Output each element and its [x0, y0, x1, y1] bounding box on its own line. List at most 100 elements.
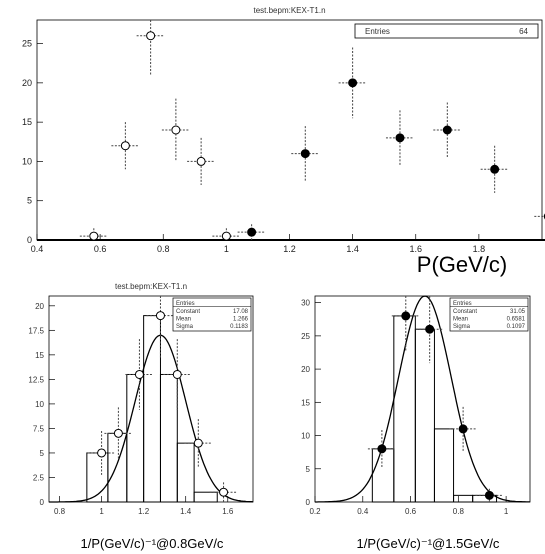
data-point — [442, 125, 452, 135]
histogram-bar — [414, 328, 435, 503]
x-tick-label: 1.2 — [283, 244, 296, 254]
x-tick-label: 0.2 — [309, 507, 321, 516]
stats-row-value: 0.6581 — [507, 317, 526, 323]
chart-title: test.bepm:KEX-T1.n — [253, 6, 325, 15]
data-point — [113, 428, 123, 438]
histogram-bar — [433, 428, 455, 503]
x-tick-label: 0.6 — [405, 507, 417, 516]
x-tick-label: 1.4 — [346, 244, 359, 254]
stats-row-label: Mean — [176, 317, 191, 323]
histogram-bar — [453, 494, 474, 503]
data-point — [193, 438, 203, 448]
y-tick-label: 5 — [40, 449, 45, 458]
x-tick-label: 0.6 — [94, 244, 107, 254]
stats-entries-value: 64 — [519, 27, 528, 36]
y-tick-label: 7.5 — [33, 424, 45, 433]
x-axis-label: 1/P(GeV/c)⁻¹@0.8GeV/c — [81, 536, 224, 551]
y-tick-label: 10 — [35, 400, 44, 409]
chart-panel-1: test.bepm:KEX-T1.n 0.4 0.6 0.8 1 1.2 1.4 1.6 1.8… — [22, 6, 545, 277]
stats-row-value: 31.05 — [510, 309, 526, 315]
x-tick-label: 1 — [224, 244, 229, 254]
data-point — [425, 324, 435, 334]
stats-row-label: Sigma — [453, 324, 471, 330]
y-tick-label: 10 — [22, 156, 32, 166]
data-point — [348, 78, 358, 88]
data-point — [490, 164, 500, 174]
x-tick-label: 0.4 — [357, 507, 369, 516]
x-tick-label: 1.2 — [138, 507, 150, 516]
data-point — [89, 231, 99, 241]
data-point — [401, 311, 411, 321]
y-tick-label: 2.5 — [33, 473, 45, 482]
y-tick-label: 25 — [301, 332, 310, 341]
y-tick-label: 17.5 — [28, 326, 44, 335]
stats-row-label: Sigma — [176, 324, 194, 330]
x-tick-label: 1.8 — [473, 244, 486, 254]
y-tick-label: 12.5 — [28, 375, 44, 384]
stats-entries-label: Entries — [365, 27, 390, 36]
stats-row-value: 0.1097 — [507, 324, 526, 330]
y-tick-label: 20 — [301, 365, 310, 374]
y-tick-label: 20 — [22, 78, 32, 88]
histogram-bar — [193, 491, 218, 503]
stats-row-label: Constant — [176, 309, 200, 315]
stats-box — [172, 297, 252, 332]
histogram-bar — [393, 315, 416, 503]
data-point — [120, 141, 130, 151]
data-point — [196, 156, 206, 166]
y-tick-label: 20 — [35, 302, 44, 311]
x-tick-label: 1.4 — [180, 507, 192, 516]
x-axis-label: 1/P(GeV/c)⁻¹@1.5GeV/c — [357, 536, 500, 551]
x-tick-label: 1 — [99, 507, 104, 516]
y-tick-label: 0 — [27, 235, 32, 245]
stats-box-title: Entries — [453, 301, 472, 307]
data-point — [458, 424, 468, 434]
x-tick-label: 0.4 — [31, 244, 44, 254]
x-axis-label: P(GeV/c) — [417, 252, 507, 277]
stats-row-value: 1.266 — [233, 317, 249, 323]
x-tick-label: 0.8 — [54, 507, 66, 516]
stats-row-value: 17.08 — [233, 309, 249, 315]
data-point — [484, 490, 494, 500]
chart-title: test.bepm:KEX-T1.n — [115, 282, 187, 291]
y-tick-label: 0 — [40, 498, 45, 507]
stats-box — [354, 23, 539, 39]
y-tick-label: 15 — [22, 117, 32, 127]
y-tick-label: 15 — [35, 351, 44, 360]
y-tick-label: 25 — [22, 39, 32, 49]
stats-row-label: Constant — [453, 309, 477, 315]
y-tick-label: 30 — [301, 299, 310, 308]
gaussian-fit-curve — [49, 334, 254, 503]
data-point — [300, 149, 310, 159]
y-tick-label: 10 — [301, 432, 310, 441]
data-point — [377, 444, 387, 454]
data-point — [171, 125, 181, 135]
stats-row-value: 0.1183 — [230, 324, 249, 330]
histogram-bar — [472, 494, 498, 503]
data-point — [221, 231, 231, 241]
y-tick-label: 5 — [306, 465, 311, 474]
data-point — [97, 448, 107, 458]
histogram-bar — [176, 442, 195, 503]
histogram-bar — [371, 448, 395, 503]
x-tick-label: 1.6 — [409, 244, 422, 254]
stats-box — [449, 297, 529, 332]
data-point — [155, 311, 165, 321]
data-point — [219, 487, 229, 497]
stats-box-title: Entries — [176, 301, 195, 307]
histogram-bar — [159, 373, 178, 503]
data-point — [172, 369, 182, 379]
y-tick-label: 5 — [27, 196, 32, 206]
data-point — [395, 133, 405, 143]
x-tick-label: 0.8 — [453, 507, 465, 516]
y-tick-label: 0 — [306, 498, 311, 507]
chart-panel-2: test.bepm:KEX-T1.n 0.8 1 1.2 1.4 1.6 0 2.5 5 7.5 1… — [28, 282, 254, 551]
histogram-bar — [126, 373, 145, 503]
chart-panel-3: 0.2 0.4 0.6 0.8 10510152025301/P(GeV/c)⁻¹@1.… — [301, 295, 531, 551]
plot-frame — [36, 19, 543, 241]
y-tick-label: 15 — [301, 398, 310, 407]
data-point — [134, 369, 144, 379]
data-point — [247, 227, 257, 237]
data-point — [146, 31, 156, 41]
